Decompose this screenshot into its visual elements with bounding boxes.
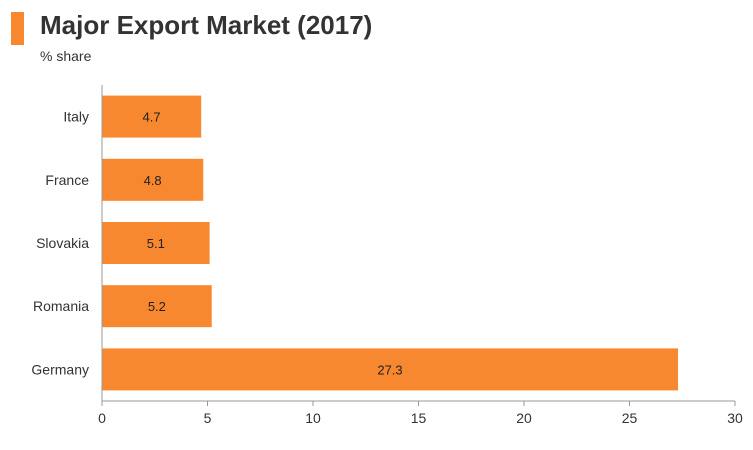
value-label-france: 4.8 [144, 173, 162, 188]
title-accent-bar [11, 12, 24, 45]
bar-italy [102, 95, 202, 138]
chart-subtitle: % share [40, 48, 92, 64]
x-tick-label-10: 10 [305, 410, 321, 426]
category-label-slovakia: Slovakia [36, 235, 89, 251]
x-tick-label-5: 5 [204, 410, 212, 426]
bar-france [102, 158, 204, 201]
chart-title: Major Export Market (2017) [40, 10, 373, 40]
value-label-italy: 4.7 [143, 110, 161, 125]
x-tick-label-20: 20 [516, 410, 532, 426]
x-tick-label-30: 30 [727, 410, 743, 426]
bar-slovakia [102, 222, 210, 264]
category-label-france: France [45, 172, 89, 188]
category-label-romania: Romania [33, 298, 89, 314]
category-label-germany: Germany [31, 361, 89, 377]
value-label-germany: 27.3 [377, 362, 402, 377]
bar-romania [102, 285, 212, 328]
value-label-slovakia: 5.1 [147, 236, 165, 251]
x-tick-label-15: 15 [411, 410, 427, 426]
bar-germany [102, 348, 679, 391]
x-tick-label-25: 25 [622, 410, 638, 426]
category-label-italy: Italy [63, 109, 89, 125]
x-tick-label-0: 0 [98, 410, 106, 426]
value-label-romania: 5.2 [148, 299, 166, 314]
